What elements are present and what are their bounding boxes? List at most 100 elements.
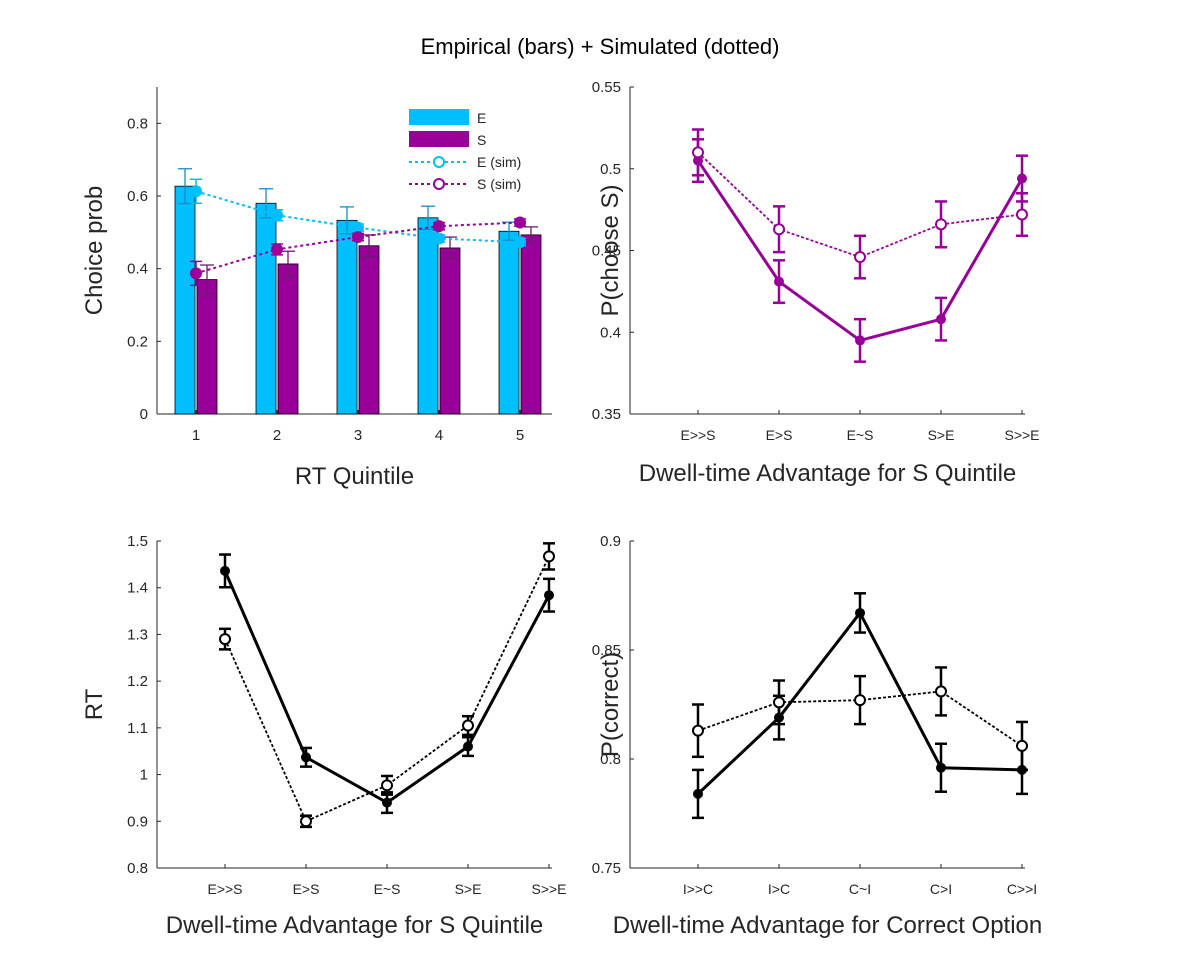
bar-E-3 <box>336 219 358 415</box>
x-tick-label: 2 <box>273 427 281 444</box>
simulated-point-5 <box>543 550 555 563</box>
x-tick-label: E~S <box>847 427 874 443</box>
simulated-point-2 <box>300 815 312 828</box>
simulated-point-4 <box>935 218 947 231</box>
chart-panel-2: 0.35 0.4 0.45 0.5 0.55 E>>S E>S E~S S>E S>>E Dwell… <box>592 79 1040 487</box>
bar-E-2 <box>255 202 277 415</box>
x-tick-label: I>C <box>768 881 790 897</box>
y-tick-label: 0.6 <box>127 188 148 205</box>
x-tick-label: 5 <box>516 427 524 444</box>
empirical-point-2 <box>774 276 784 287</box>
empirical-point-4 <box>936 314 946 325</box>
x-axis-label: Dwell-time Advantage for S Quintile <box>639 460 1017 487</box>
y-axis-label: P(choose S) <box>597 184 624 316</box>
simulated-point-1 <box>692 146 704 159</box>
y-tick-label: 1.2 <box>127 673 148 690</box>
empirical-point-3 <box>855 335 865 346</box>
simulated-point-3 <box>854 694 866 707</box>
empirical-point-1 <box>220 565 230 576</box>
y-tick-label: 1.5 <box>127 533 148 550</box>
legend-label-3: E (sim) <box>477 154 521 170</box>
x-tick-label: C>>I <box>1007 881 1037 897</box>
empirical-point-5 <box>544 590 554 601</box>
y-tick-label: 0.8 <box>127 115 148 132</box>
y-tick-label: 0.9 <box>600 533 621 550</box>
y-tick-label: 0.85 <box>592 642 621 659</box>
sim-point-1 <box>190 185 202 198</box>
x-tick-label: 1 <box>192 427 200 444</box>
empirical-point-4 <box>463 741 473 752</box>
y-tick-label: 0.8 <box>127 860 148 877</box>
empirical-point-1 <box>693 788 703 799</box>
x-tick-label: E>S <box>766 427 793 443</box>
x-axis-label: RT Quintile <box>295 463 414 490</box>
legend: ES E (sim) S (sim) <box>409 109 521 192</box>
figure-title: Empirical (bars) + Simulated (dotted) <box>421 34 780 59</box>
sim-point-1 <box>190 267 202 280</box>
sim-point-4 <box>433 220 445 233</box>
x-tick-label: S>E <box>455 881 482 897</box>
y-tick-label: 0.5 <box>600 161 621 178</box>
bar-S-1 <box>196 279 218 415</box>
simulated-point-4 <box>935 685 947 698</box>
simulated-point-4 <box>462 719 474 732</box>
simulated-point-1 <box>219 633 231 646</box>
bar-S-5 <box>520 234 542 415</box>
y-axis-label: RT <box>81 688 108 720</box>
bar-S-2 <box>277 263 299 415</box>
simulated-point-5 <box>1016 739 1028 752</box>
x-tick-label: C~I <box>849 881 871 897</box>
bar-E-1 <box>174 185 196 415</box>
bar-E-5 <box>498 230 520 415</box>
y-axis-label: P(correct) <box>597 652 624 757</box>
y-tick-label: 0.55 <box>592 79 621 96</box>
bar-S-3 <box>358 245 380 415</box>
x-axis-label: Dwell-time Advantage for S Quintile <box>166 912 544 939</box>
y-tick-label: 0.9 <box>127 813 148 830</box>
x-tick-label: 4 <box>435 427 443 444</box>
sim-point-4 <box>433 232 445 245</box>
x-tick-label: E>S <box>293 881 320 897</box>
x-tick-label: E>>S <box>680 427 715 443</box>
x-tick-label: S>>E <box>1004 427 1039 443</box>
y-tick-label: 0.35 <box>592 406 621 423</box>
empirical-point-5 <box>1017 173 1027 184</box>
simulated-point-2 <box>773 223 785 236</box>
x-tick-label: E>>S <box>207 881 242 897</box>
simulated-point-5 <box>1016 208 1028 221</box>
y-tick-label: 0.4 <box>600 324 621 341</box>
simulated-point-1 <box>692 724 704 737</box>
y-tick-label: 1.4 <box>127 580 148 597</box>
x-tick-label: C>I <box>930 881 952 897</box>
simulated-line <box>224 556 550 823</box>
simulated-point-3 <box>854 251 866 264</box>
sim-line-S (sim) <box>195 221 521 275</box>
x-tick-label: S>E <box>928 427 955 443</box>
plots: 0 0.2 0.4 0.6 0.8 1 2 3 4 5 RT Quintile Choice prob… <box>81 79 1042 939</box>
legend-marker-4 <box>433 178 445 190</box>
sim-point-5 <box>514 216 526 229</box>
legend-label-4: S (sim) <box>477 176 521 192</box>
chart-panel-1: 0 0.2 0.4 0.6 0.8 1 2 3 4 5 RT Quintile Choice prob… <box>81 87 552 490</box>
sim-line-E (sim) <box>195 190 521 244</box>
legend-label-2: S <box>477 132 486 148</box>
sim-point-3 <box>352 231 364 244</box>
empirical-point-4 <box>936 762 946 773</box>
y-tick-label: 0.4 <box>127 261 148 278</box>
legend-swatch-1 <box>409 109 469 125</box>
y-tick-label: 0.45 <box>592 243 621 260</box>
y-tick-label: 1.1 <box>127 720 148 737</box>
chart-panel-4: 0.75 0.8 0.85 0.9 I>>C I>C C~I C>I C>>I Dwell-tim… <box>592 533 1042 939</box>
x-tick-label: I>>C <box>683 881 713 897</box>
y-axis-label: Choice prob <box>81 186 108 315</box>
y-tick-label: 1 <box>140 767 148 784</box>
chart-panel-3: 0.8 0.9 1 1.1 1.2 1.3 1.4 1.5 E>>S E>S E~S S>E S>>E D… <box>81 533 567 939</box>
empirical-point-2 <box>301 752 311 763</box>
empirical-point-3 <box>855 607 865 618</box>
simulated-point-2 <box>773 696 785 709</box>
y-tick-label: 0 <box>140 406 148 423</box>
sim-point-5 <box>514 236 526 249</box>
legend-swatch-2 <box>409 131 469 147</box>
